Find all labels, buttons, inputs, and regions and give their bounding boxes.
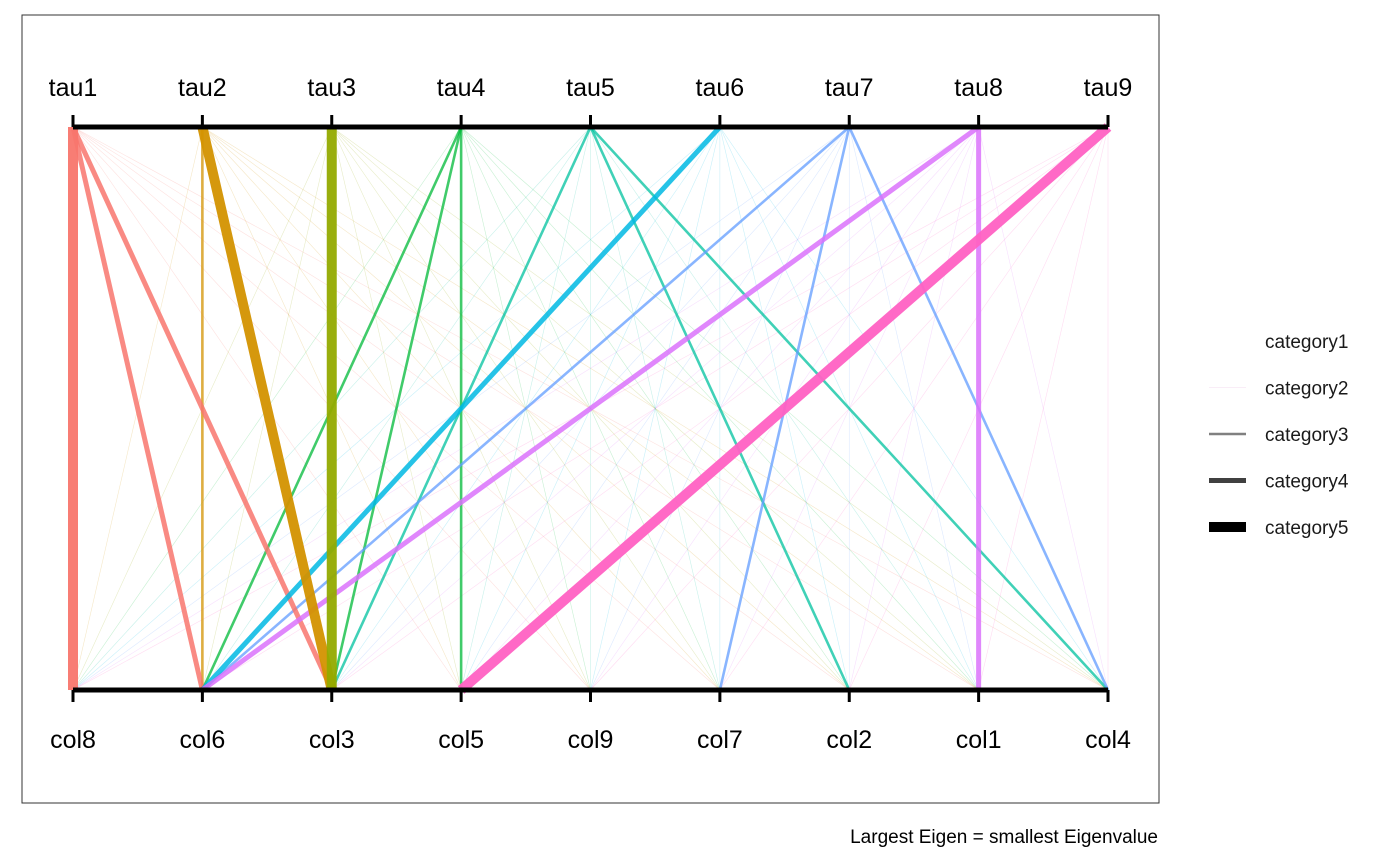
top-label-tau6: tau6 bbox=[696, 74, 745, 102]
bottom-label-col5: col5 bbox=[438, 726, 484, 754]
bottom-label-col9: col9 bbox=[568, 726, 614, 754]
bottom-label-col7: col7 bbox=[697, 726, 743, 754]
edge-tau2-col4 bbox=[202, 126, 1109, 691]
bottom-node-labels: col8 col6 col3 col5 col9 col7 col2 col1 col4 bbox=[50, 726, 1131, 754]
bottom-label-col8: col8 bbox=[50, 726, 96, 754]
bottom-label-col4: col4 bbox=[1085, 726, 1131, 754]
edge-tau6-col9 bbox=[590, 126, 721, 691]
bottom-label-col1: col1 bbox=[956, 726, 1002, 754]
top-label-tau3: tau3 bbox=[307, 74, 356, 102]
bottom-label-col3: col3 bbox=[309, 726, 355, 754]
edge-tau1-col6 bbox=[70, 126, 205, 691]
legend: category1 category2 category3 category4 cate… bbox=[1209, 332, 1349, 539]
edge-tau9-col1 bbox=[978, 126, 1109, 691]
legend-label-category1: category1 bbox=[1265, 332, 1348, 353]
edge-tau6-col6 bbox=[200, 125, 722, 692]
edge-tau9-col5 bbox=[457, 123, 1112, 694]
edge-tau8-col3 bbox=[331, 126, 979, 691]
edge-tau9-col7 bbox=[719, 126, 1109, 691]
top-label-tau8: tau8 bbox=[954, 74, 1003, 102]
top-label-tau2: tau2 bbox=[178, 74, 227, 102]
edge-tau6-col4 bbox=[719, 126, 1109, 691]
edge-tau4-col3 bbox=[330, 126, 463, 691]
strong-edges bbox=[68, 123, 1112, 694]
edge-tau7-col1 bbox=[848, 126, 979, 691]
legend-label-category5: category5 bbox=[1265, 518, 1348, 539]
legend-label-category4: category4 bbox=[1265, 472, 1349, 493]
axis-ticks bbox=[71, 115, 1110, 702]
top-label-tau7: tau7 bbox=[825, 74, 874, 102]
top-label-tau9: tau9 bbox=[1084, 74, 1133, 102]
edge-tau8-col2 bbox=[848, 126, 979, 691]
top-label-tau1: tau1 bbox=[49, 74, 98, 102]
edge-tau4-col2 bbox=[460, 126, 850, 691]
bottom-label-col6: col6 bbox=[179, 726, 225, 754]
bottom-label-col2: col2 bbox=[826, 726, 872, 754]
caption: Largest Eigen = smallest Eigenvalue bbox=[850, 827, 1158, 848]
edge-tau7-col5 bbox=[460, 126, 850, 691]
edge-tau5-col7 bbox=[590, 126, 721, 691]
top-label-tau5: tau5 bbox=[566, 74, 615, 102]
top-label-tau4: tau4 bbox=[437, 74, 486, 102]
edge-tau2-col3 bbox=[197, 125, 337, 692]
top-node-labels: tau1 tau2 tau3 tau4 tau5 tau6 tau7 tau8 tau9 bbox=[49, 74, 1133, 102]
legend-label-category2: category2 bbox=[1265, 379, 1348, 400]
edge-tau5-col4 bbox=[589, 126, 1109, 691]
legend-label-category3: category3 bbox=[1265, 425, 1348, 446]
